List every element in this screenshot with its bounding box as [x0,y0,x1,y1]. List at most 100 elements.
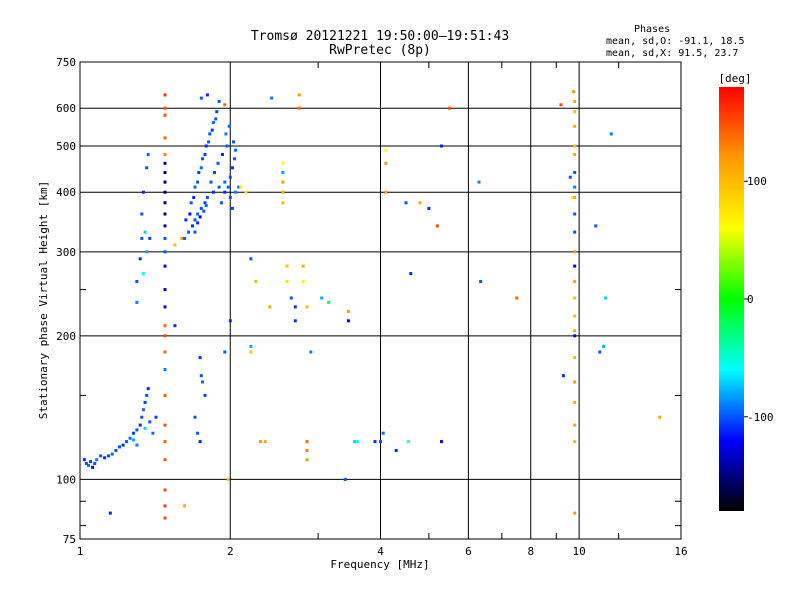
echo-point [573,280,577,283]
echo-point [141,190,145,194]
colorbar-tick-label: -100 [747,411,774,424]
echo-point [141,272,145,276]
echo-point [208,132,212,136]
echo-point [394,449,398,452]
echo-point [84,462,88,465]
echo-point [205,93,209,97]
echo-point [435,224,439,228]
echo-point [249,344,253,348]
echo-point [199,96,203,100]
echo-point [223,180,227,184]
echo-point [573,124,577,128]
echo-point [146,387,150,391]
echo-point [163,305,167,309]
echo-point [132,438,135,442]
echo-point [192,196,196,199]
echo-point [268,305,272,309]
echo-point [118,445,121,449]
echo-point [213,171,216,174]
echo-point [145,166,149,170]
echo-point [404,201,408,205]
echo-point [515,296,519,300]
echo-point [346,319,350,323]
echo-point [232,140,235,144]
echo-point [163,201,167,205]
x-tick-label: 8 [527,545,534,558]
echo-point [602,344,606,348]
echo-point [193,185,197,189]
echo-point [202,209,206,213]
echo-point [224,132,228,136]
echo-point [227,124,231,128]
echo-point [163,180,167,184]
chart-subtitle: RwPretec (8p) [329,43,431,58]
chart-title: Tromsø 20121221 19:50:00–19:51:43 [251,29,509,44]
echo-point [188,212,192,216]
echo-point [573,400,577,404]
y-tick-label: 500 [56,140,76,153]
echo-point [320,296,324,300]
echo-point [573,99,577,103]
echo-point [573,334,577,338]
echo-point [285,264,289,268]
echo-point [163,250,167,254]
echo-point [95,458,99,462]
echo-point [93,462,97,465]
echo-point [373,440,377,444]
echo-point [201,157,204,161]
echo-point [138,257,142,261]
echo-point [573,511,577,515]
x-tick-label: 6 [465,545,472,558]
echo-point [196,180,200,184]
x-tick-label: 4 [377,545,384,558]
echo-point [230,166,234,170]
echo-point [108,511,112,515]
echo-point [561,374,565,378]
echo-point [146,153,150,156]
echo-point [198,356,202,360]
echo-point [309,350,313,354]
echo-point [191,224,194,228]
echo-point [384,190,388,194]
echo-point [249,257,253,261]
echo-point [230,206,234,210]
echo-point [571,196,574,199]
echo-point [163,488,167,492]
echo-point [215,110,219,114]
echo-point [125,440,129,444]
echo-point [163,93,167,97]
echo-point [228,196,232,199]
phase-box-line-o: mean, sd,O: -91.1, 18.5 [606,36,744,47]
echo-point [103,456,107,460]
echo-point [598,350,602,354]
echo-point [163,171,167,174]
echo-point [305,305,309,309]
y-tick-label: 600 [56,102,76,115]
echo-point [418,201,422,205]
echo-point [254,280,258,283]
x-tick-labels: 1 2 4 6 8 10 16 [77,545,688,558]
y-tick-label: 100 [56,473,76,486]
echo-point [187,230,191,234]
echo-point [99,454,103,458]
echo-point [163,440,167,444]
echo-point [221,153,224,156]
echo-point [199,166,203,170]
plot-frame [79,61,682,540]
echo-point [132,431,135,435]
echo-point [199,206,203,210]
echo-point [203,201,207,205]
echo-point [263,440,267,444]
echo-point [568,175,572,179]
echo-point [228,319,232,323]
x-axis-label: Frequency [MHz] [330,558,429,571]
echo-point [409,272,413,276]
echo-point [427,206,431,210]
echo-point [239,185,243,189]
echo-point [384,148,388,152]
y-tick-label: 400 [56,186,76,199]
echo-point [201,380,204,384]
echo-point [114,449,118,452]
x-tick-label: 16 [674,545,687,558]
